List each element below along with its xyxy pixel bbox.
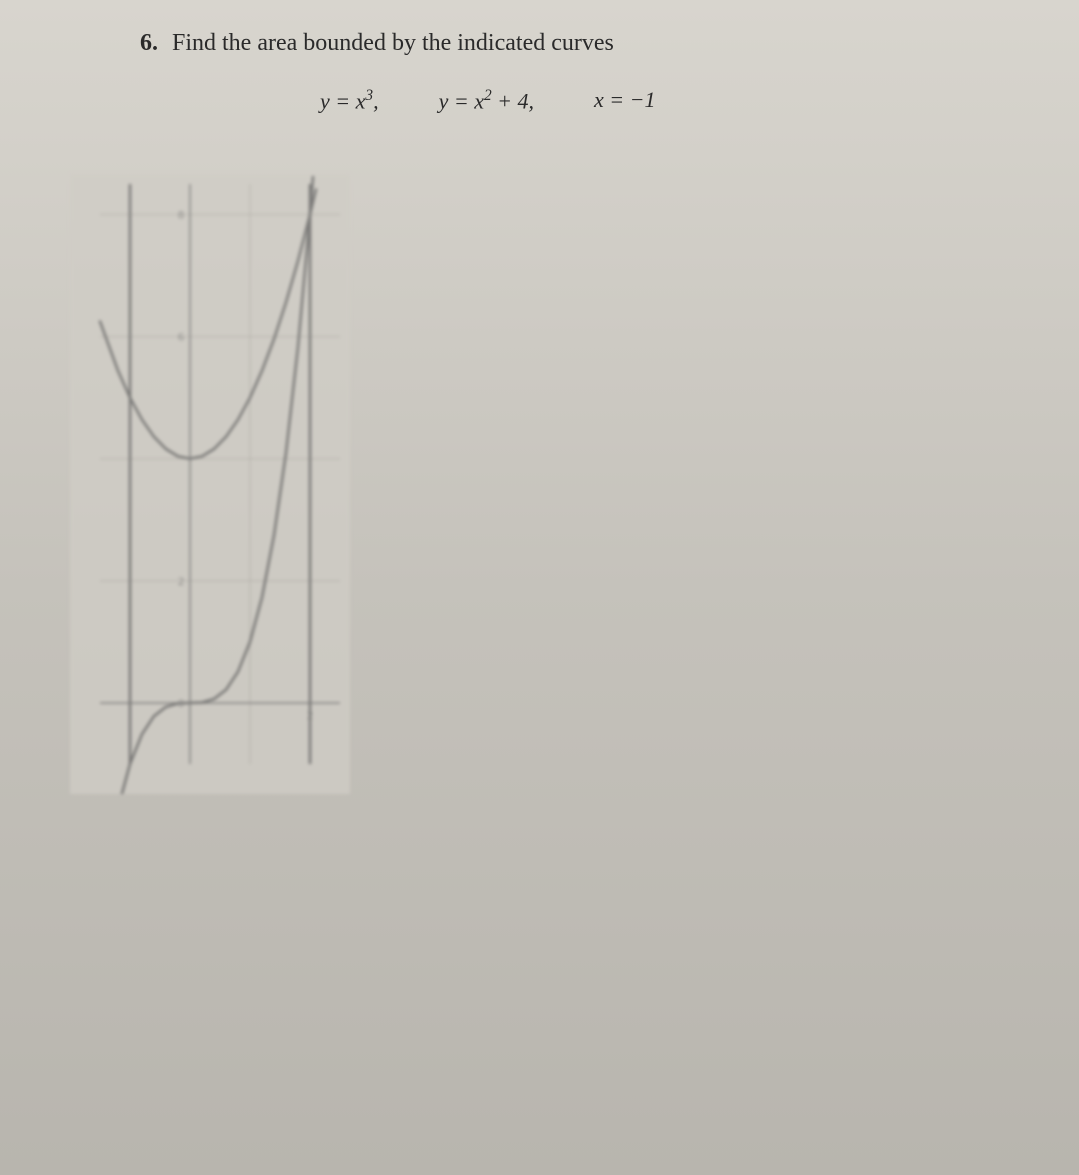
graph: 0 2 6 8 2 <box>70 174 350 794</box>
equations-row: y = x3, y = x2 + 4, x = −1 <box>320 87 999 114</box>
svg-text:8: 8 <box>178 208 184 222</box>
page: 6. Find the area bounded by the indicate… <box>0 0 1079 1175</box>
equation-2: y = x2 + 4, <box>439 87 534 114</box>
svg-text:0: 0 <box>178 696 184 710</box>
equation-3: x = −1 <box>594 87 655 114</box>
svg-text:6: 6 <box>178 330 184 344</box>
problem-header: 6. Find the area bounded by the indicate… <box>140 30 999 57</box>
equation-1: y = x3, <box>320 87 379 114</box>
problem-text: Find the area bounded by the indicated c… <box>172 30 614 57</box>
problem-number: 6. <box>140 30 158 57</box>
graph-container: 0 2 6 8 2 <box>70 174 999 799</box>
svg-text:2: 2 <box>307 708 313 722</box>
svg-text:2: 2 <box>178 574 184 588</box>
